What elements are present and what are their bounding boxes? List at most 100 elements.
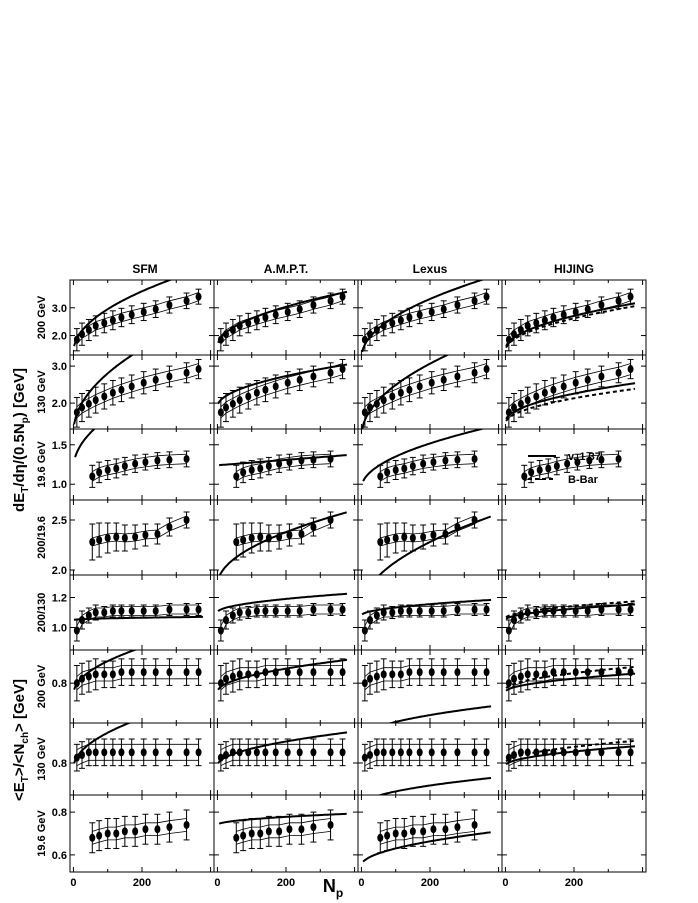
- panel-r8-sfm-data-point: [113, 829, 120, 838]
- row-label-8: 19.6 GeV: [36, 810, 48, 857]
- panel-r7-ampt-band-lower: [220, 759, 343, 767]
- panel-r5-ampt-band-lower: [220, 613, 343, 636]
- panel-r6-sfm-data-point: [118, 668, 125, 677]
- panel-r6-hijing-data-point: [615, 668, 622, 677]
- panel-r2-ampt-data-point: [284, 378, 291, 387]
- panel-r6-sfm-data-point: [195, 668, 202, 677]
- panel-r1-sfm-plot-area: [73, 280, 202, 352]
- panel-r4-sfm-data-point: [166, 523, 173, 531]
- panel-r8-sfm-data-point: [89, 833, 96, 842]
- panel-r7-hijing-data-point: [615, 748, 622, 757]
- group-ylabel-1-sub2: p: [20, 417, 31, 423]
- panel-r7-lexus-data-point: [471, 748, 478, 757]
- panel-r6-sfm-data-point: [152, 668, 159, 677]
- panel-r5-lexus-data-point: [471, 605, 478, 614]
- panel-r3-lexus-data-point: [392, 466, 399, 475]
- panel-r1-sfm-data-point: [128, 310, 135, 319]
- panel-r2-hijing-data-point: [550, 385, 557, 394]
- panel-r4-lexus-model-curve: [378, 515, 492, 575]
- panel-r3-hijing-data-point: [521, 472, 528, 481]
- panel-r6-sfm-plot-area: [73, 650, 202, 702]
- panel-r3-sfm-data-point: [154, 456, 161, 465]
- panel-r2-sfm-data-point: [101, 392, 108, 401]
- panel-r6-ampt-data-point: [229, 672, 236, 681]
- panel-r2-ampt-data-point: [262, 385, 269, 394]
- panel-r3-hijing-data-point: [528, 468, 535, 477]
- panel-r7-ampt-data-point: [262, 748, 269, 757]
- x-tick-label-ampt: 0: [214, 877, 220, 889]
- panel-r1-sfm-data-point: [152, 305, 159, 314]
- panel-r1-ampt-frame: [213, 279, 359, 356]
- panel-r1-ampt-data-point: [217, 335, 224, 344]
- panel-r6-hijing-data-point: [627, 668, 634, 677]
- panel-r8-ampt-data-point: [298, 825, 305, 834]
- panel-r4-sfm-band-upper: [92, 515, 187, 539]
- panel-r2-lexus-data-point: [361, 408, 368, 417]
- panel-r4-sfm-data-point: [132, 533, 139, 541]
- panel-r7-sfm-data-point: [118, 748, 125, 757]
- panel-r2-hijing-frame: [501, 354, 647, 430]
- panel-r5-ampt-data-point: [223, 616, 229, 624]
- panel-r1-hijing-data-point: [541, 316, 548, 325]
- panel-r5-ampt-data-point: [284, 607, 291, 615]
- panel-r7-ampt: [213, 722, 359, 796]
- panel-r5-lexus: [357, 574, 503, 651]
- panel-r2-hijing-data-point: [615, 368, 622, 377]
- panel-r5-sfm-data-point: [101, 608, 108, 617]
- panel-r4-lexus-data-point: [409, 534, 416, 542]
- panel-r8-sfm-data-point: [121, 827, 128, 836]
- panel-r1-lexus-frame: [357, 279, 503, 356]
- panel-r8-ampt-data-point: [310, 823, 317, 832]
- panel-r1-lexus-data-point: [380, 321, 387, 330]
- panel-r2-ampt-data-point: [217, 408, 224, 417]
- panel-r5-sfm-data-point: [73, 626, 80, 635]
- panel-r5-hijing-data-point: [560, 607, 567, 615]
- panel-r6-lexus-data-point: [389, 670, 396, 679]
- panel-grid: 200 GeV 2.0 3.0 130 GeV 2.0 3.0 19.6 GeV 1.0 1.5…: [36, 279, 647, 889]
- group-ylabel-energy-per-charged: <ET>/<Nch> [GeV]: [11, 679, 31, 801]
- y-tick-label-r3: 1.0: [52, 479, 67, 491]
- panel-r5-sfm-plot-area: [73, 603, 203, 642]
- panel-r7-lexus-data-point: [380, 748, 387, 757]
- panel-r5-hijing-data-point: [505, 626, 512, 635]
- panel-r1-sfm-data-point: [92, 321, 99, 330]
- row-label-7: 130 GeV: [36, 737, 48, 781]
- panel-r3-lexus: [357, 428, 503, 501]
- panel-r2-hijing-data-point: [560, 382, 567, 391]
- panel-r2-ampt-data-point: [272, 382, 279, 391]
- panel-r1-lexus-data-point: [367, 330, 373, 339]
- panel-r5-hijing-data-point: [511, 616, 517, 624]
- panel-r2-ampt-data-point: [229, 399, 236, 408]
- panel-r2-hijing-data-point: [541, 388, 548, 397]
- panel-r8-lexus-plot-area: [362, 809, 491, 863]
- panel-r2-lexus-data-point: [471, 368, 478, 377]
- panel-r6-hijing-data-point: [511, 674, 517, 683]
- panel-r8-lexus-data-point: [401, 829, 408, 838]
- panel-r2-lexus-data-point: [373, 399, 380, 408]
- panel-r2-sfm-data-point: [79, 403, 85, 412]
- panel-r8-sfm-data-point: [142, 825, 149, 834]
- panel-r1-lexus-data-point: [471, 296, 478, 305]
- panel-r3-ampt-data-point: [298, 456, 305, 465]
- panel-r1-sfm-data-point: [79, 330, 85, 339]
- panel-r3-sfm-data-point: [132, 459, 139, 468]
- panel-r2-sfm-data-point: [195, 365, 202, 374]
- panel-r7-hijing-data-point: [524, 748, 531, 757]
- panel-r5-lexus-data-point: [389, 608, 396, 617]
- panel-r7-lexus-data-point: [397, 748, 404, 757]
- panel-r2-sfm: [69, 354, 215, 430]
- panel-r8-lexus-model-curve: [362, 831, 491, 863]
- panel-r4-ampt-data-point: [276, 533, 283, 541]
- panel-r3-hijing-data-point: [564, 459, 571, 468]
- panel-r5-lexus-data-point: [483, 605, 490, 614]
- y-tick-label-r3: 1.5: [52, 440, 67, 452]
- panel-r8-sfm-data-point: [183, 820, 190, 829]
- y-tick-label-r8: 0.8: [52, 807, 67, 819]
- panel-r3-lexus-data-point: [454, 455, 461, 464]
- panel-r2-lexus-data-point: [380, 396, 387, 405]
- panel-r4-lexus-data-point: [401, 533, 408, 541]
- column-title-sfm: SFM: [132, 262, 157, 276]
- panel-r6-hijing-data-point: [598, 668, 605, 677]
- panel-r3-ampt-plot-area: [218, 450, 347, 488]
- panel-r2-hijing: [501, 354, 647, 430]
